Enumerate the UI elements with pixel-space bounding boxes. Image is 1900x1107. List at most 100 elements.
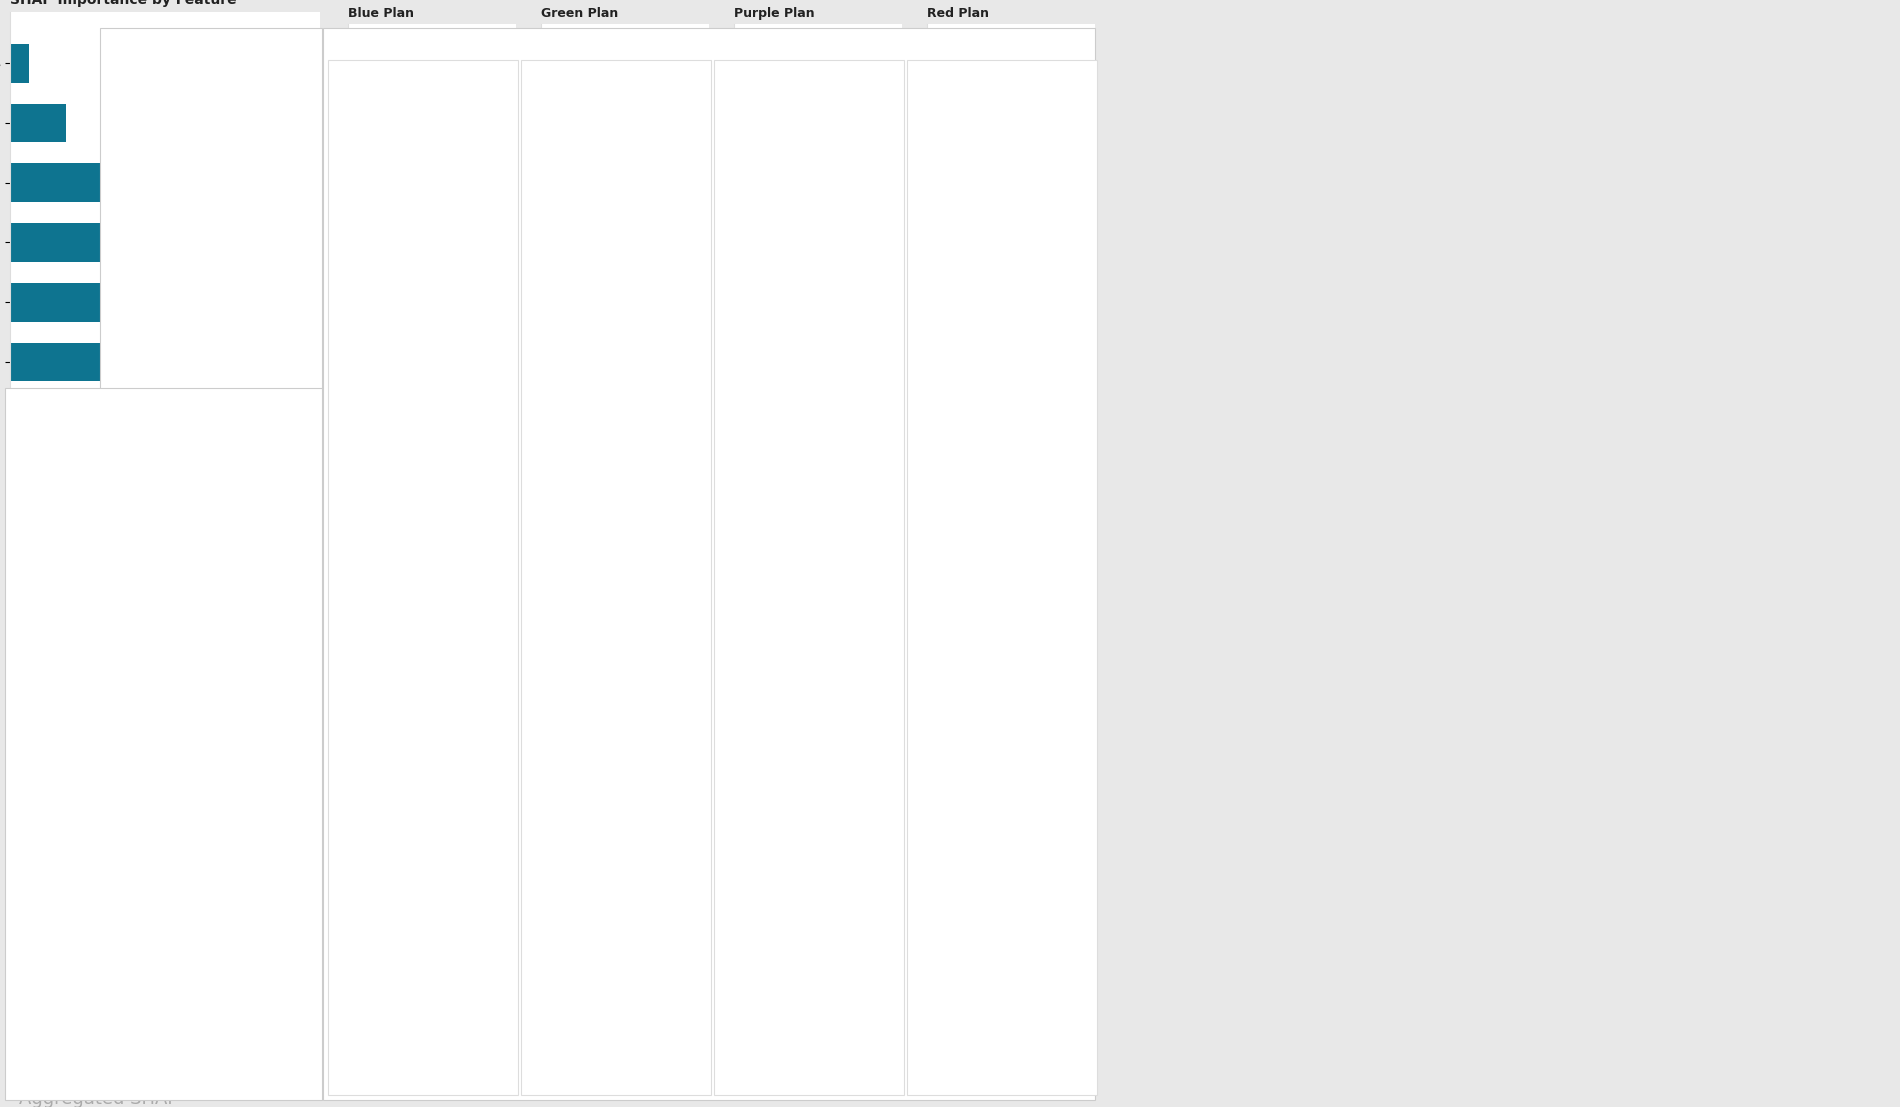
Bar (10, 521, 236, 560)
Text: ServiceRating: ServiceRating (218, 977, 276, 986)
Bar (10, 462, 217, 501)
Bar (10, 402, 207, 442)
Bar (348, 415, 361, 467)
Bar (348, 503, 359, 554)
Bar (348, 675, 357, 727)
Bar (927, 762, 933, 814)
Bar (733, 156, 750, 208)
X-axis label: Average Absolute SHAP: Average Absolute SHAP (760, 1057, 876, 1067)
Bar (733, 503, 743, 554)
Bar (542, 934, 545, 986)
X-axis label: Average Absolute SHAP: Average Absolute SHAP (954, 1057, 1068, 1067)
Bar (10, 581, 264, 620)
Bar (927, 156, 956, 208)
Bar (348, 156, 363, 208)
Text: SHAP Importance by Plan Type: SHAP Importance by Plan Type (332, 1054, 597, 1068)
Bar (927, 848, 933, 900)
Bar (348, 848, 355, 900)
Bar (101, 846, 188, 963)
Text: StartWeek: StartWeek (218, 1027, 260, 1036)
Text: Predicted to Churn: Predicted to Churn (15, 739, 99, 748)
Bar (542, 242, 553, 294)
Text: ServiceTickets: ServiceTickets (15, 962, 80, 971)
Text: ServiceRating: ServiceRating (15, 924, 78, 933)
Bar (348, 762, 357, 814)
X-axis label: Average Absolute SHAP: Average Absolute SHAP (568, 1057, 682, 1067)
Bar (542, 70, 669, 122)
Bar (733, 329, 747, 381)
X-axis label: Average Absolute SHAP: Average Absolute SHAP (104, 737, 226, 747)
Text: NumberOfPenalties: NumberOfPenalties (15, 814, 103, 823)
Text: AdditionalFeatureSp...: AdditionalFeatureSp... (15, 999, 114, 1007)
Bar (279, 1013, 319, 1065)
Text: Purple Plan: Purple Plan (733, 7, 815, 20)
Bar (927, 70, 1091, 122)
Text: AdditionalFeatureSpend: AdditionalFeatureSpend (104, 723, 230, 733)
Bar (927, 329, 940, 381)
Text: PriorPeriodUsage: PriorPeriodUsage (194, 860, 283, 870)
Bar (927, 589, 935, 640)
Bar (733, 762, 741, 814)
Bar (733, 675, 741, 727)
Bar (101, 708, 238, 846)
Text: BaseFee: BaseFee (15, 1035, 51, 1045)
Bar (10, 342, 188, 382)
FancyBboxPatch shape (8, 799, 95, 837)
Bar (542, 503, 551, 554)
Bar (542, 156, 557, 208)
Bar (348, 934, 355, 986)
Bar (279, 963, 319, 1013)
FancyBboxPatch shape (8, 910, 95, 948)
Bar (215, 963, 279, 1013)
Bar (101, 963, 215, 1065)
Text: Blue Plan: Blue Plan (348, 7, 414, 20)
Bar (733, 70, 825, 122)
Text: ServiceTickets: ServiceTickets (266, 860, 323, 869)
Bar (348, 329, 361, 381)
Text: Promotion: Promotion (104, 977, 158, 987)
Text: Promotion: Promotion (15, 850, 61, 859)
Text: PlanType: PlanType (243, 723, 289, 733)
Text: Aggregated SHAP: Aggregated SHAP (19, 1089, 179, 1107)
Bar (10, 44, 28, 83)
Bar (542, 848, 545, 900)
Bar (927, 415, 939, 467)
FancyBboxPatch shape (8, 1022, 95, 1058)
Bar (10, 282, 179, 322)
Text: HasRenewed: HasRenewed (104, 860, 173, 870)
FancyBboxPatch shape (8, 984, 95, 1022)
Text: SHAP Importance by Feature: SHAP Importance by Feature (10, 0, 238, 7)
Bar (188, 846, 260, 963)
Bar (927, 934, 931, 986)
FancyBboxPatch shape (8, 873, 95, 911)
Bar (927, 242, 944, 294)
Bar (10, 224, 133, 262)
FancyBboxPatch shape (8, 836, 95, 873)
Bar (10, 641, 293, 680)
Bar (542, 762, 547, 814)
Bar (733, 242, 747, 294)
Bar (238, 708, 319, 846)
Bar (733, 589, 743, 640)
FancyBboxPatch shape (8, 763, 95, 799)
Bar (348, 589, 357, 640)
Bar (927, 503, 937, 554)
Text: CurrentPe-
riodUsage: CurrentPe- riodUsage (283, 977, 325, 997)
Bar (10, 164, 114, 203)
FancyBboxPatch shape (8, 948, 95, 985)
Bar (927, 675, 933, 727)
Bar (542, 415, 551, 467)
Bar (348, 242, 363, 294)
Text: Red Plan: Red Plan (927, 7, 990, 20)
Bar (733, 848, 739, 900)
Text: HasRenewed: HasRenewed (15, 888, 72, 897)
Bar (215, 1013, 279, 1065)
Bar (542, 675, 549, 727)
Bar (733, 934, 739, 986)
Bar (542, 329, 553, 381)
Bar (10, 104, 66, 143)
FancyBboxPatch shape (8, 725, 95, 763)
Bar (260, 846, 319, 963)
Bar (733, 415, 745, 467)
X-axis label: Average Absolute SHAP: Average Absolute SHAP (374, 1057, 490, 1067)
